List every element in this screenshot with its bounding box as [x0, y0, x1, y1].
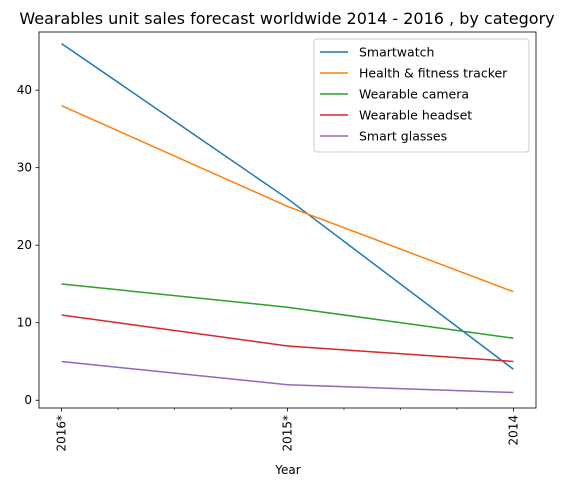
x-tick-label-2: 2014	[506, 415, 520, 446]
legend-label-4: Smart glasses	[359, 129, 447, 144]
legend: Smartwatch Health & fitness tracker Wearab…	[313, 38, 530, 153]
x-tick-label-0: 2016*	[55, 415, 69, 452]
series-line-2	[61, 283, 514, 339]
y-tick-label-1: 10	[17, 316, 32, 330]
legend-label-3: Wearable headset	[359, 108, 472, 123]
x-axis-label: Year	[274, 463, 300, 477]
series-line-4	[61, 360, 514, 394]
series-line-1	[61, 104, 514, 293]
legend-label-0: Smartwatch	[359, 45, 434, 60]
y-tick-label-2: 20	[17, 238, 32, 252]
y-tick-label-4: 40	[17, 83, 32, 97]
y-tick-label-3: 30	[17, 161, 32, 175]
x-tick-label-1: 2015*	[281, 415, 295, 452]
series-line-3	[61, 314, 514, 363]
legend-label-1: Health & fitness tracker	[359, 66, 508, 81]
y-tick-label-0: 0	[24, 393, 32, 407]
legend-label-2: Wearable camera	[359, 87, 469, 102]
chart-title: Wearables unit sales forecast worldwide …	[19, 9, 554, 28]
plot-area: 0 10 20 30 40 2016* 2015* 2014	[17, 31, 537, 452]
legend-box	[313, 38, 530, 153]
series-line-0	[61, 43, 514, 370]
